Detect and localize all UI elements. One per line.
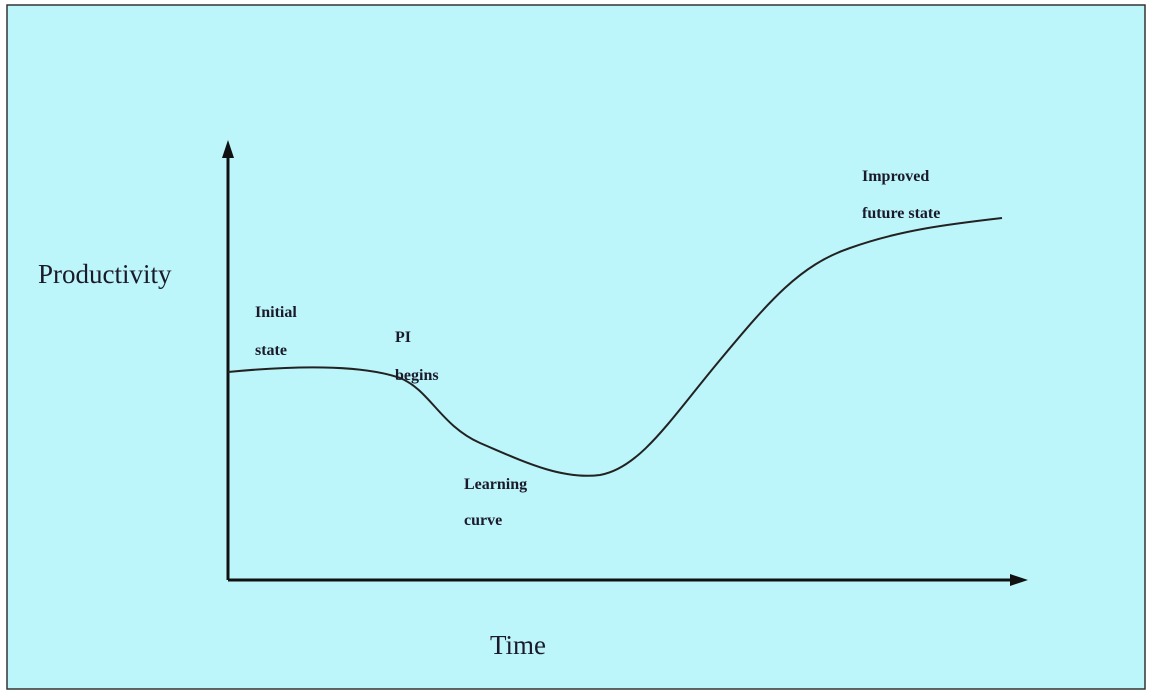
frame — [6, 4, 1146, 690]
annotation: curve — [464, 512, 502, 529]
annotation: future state — [862, 205, 940, 222]
annotation: Improved — [862, 168, 929, 185]
x-axis-label: Time — [490, 630, 546, 660]
annotation: state — [255, 342, 287, 359]
annotation: Initial — [255, 304, 297, 321]
y-arrow — [222, 140, 234, 158]
y-axis-label: Productivity — [38, 259, 172, 289]
annotation: PI — [395, 329, 411, 346]
annotation: begins — [395, 367, 439, 384]
x-arrow — [1010, 574, 1028, 586]
productivity-curve — [227, 217, 1003, 477]
annotation: Learning — [464, 476, 527, 493]
